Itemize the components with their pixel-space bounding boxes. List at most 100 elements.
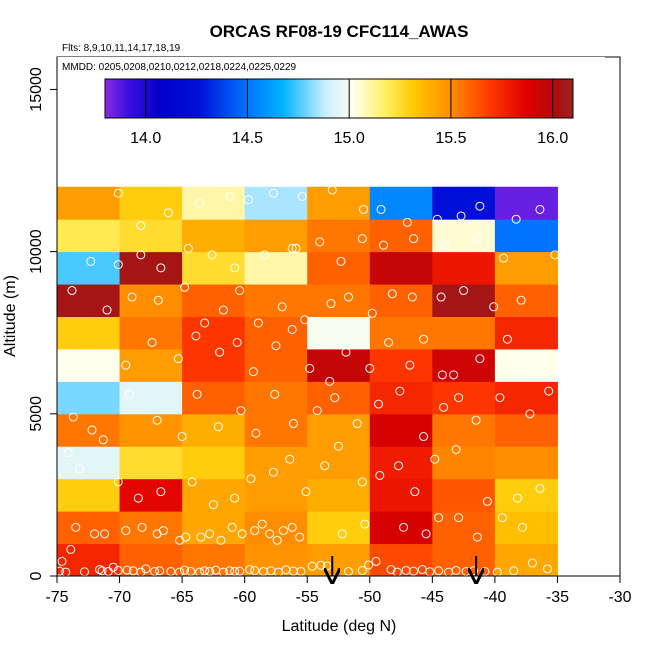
heatmap-cell xyxy=(369,381,433,415)
chart-title: ORCAS RF08-19 CFC114_AWAS xyxy=(210,22,469,41)
sample-point xyxy=(509,566,519,576)
sample-point xyxy=(341,347,351,357)
sample-point xyxy=(243,195,253,205)
sample-point xyxy=(337,529,347,539)
sample-point xyxy=(187,477,197,487)
sample-point xyxy=(344,292,354,302)
sample-point xyxy=(454,513,464,523)
heatmap-cell xyxy=(494,284,558,317)
sample-point xyxy=(97,566,107,576)
sample-point xyxy=(434,513,444,523)
sample-point xyxy=(268,467,278,477)
sample-point xyxy=(334,441,343,451)
x-tick-label: -30 xyxy=(608,589,631,606)
sample-point xyxy=(357,234,367,244)
heatmap-cell xyxy=(244,219,308,253)
heatmap-cell xyxy=(182,284,246,317)
sample-point xyxy=(482,496,492,506)
sample-point xyxy=(287,324,297,334)
heatmap-cell xyxy=(369,251,433,285)
sample-point xyxy=(439,402,449,412)
sample-point xyxy=(200,318,210,328)
sample-point xyxy=(297,191,307,201)
sample-point xyxy=(100,529,110,539)
heatmap-cell xyxy=(307,511,371,545)
heatmap-cell xyxy=(494,186,558,220)
sample-point xyxy=(208,500,218,510)
heatmap-cell xyxy=(182,186,246,220)
x-axis-label: Latitude (deg N) xyxy=(282,618,397,635)
heatmap-cell xyxy=(57,284,121,317)
heatmap-cell xyxy=(307,186,371,220)
sample-point xyxy=(409,566,419,576)
sample-point xyxy=(87,425,97,435)
sample-point xyxy=(141,564,151,574)
sample-point xyxy=(365,363,375,373)
sample-point xyxy=(542,564,552,574)
sample-point xyxy=(367,308,377,318)
sample-point xyxy=(113,188,123,198)
sample-point xyxy=(75,464,85,474)
sample-point xyxy=(127,292,137,302)
sample-point xyxy=(419,432,429,442)
sample-point xyxy=(375,470,385,480)
heatmap-cell xyxy=(182,316,246,350)
heatmap-cells xyxy=(57,186,558,577)
heatmap-cell xyxy=(119,251,183,285)
sample-point xyxy=(270,389,280,399)
sample-point xyxy=(421,529,431,539)
x-tick-label: -70 xyxy=(108,589,131,606)
sample-point xyxy=(517,522,527,532)
heatmap-cell xyxy=(244,316,308,350)
y-axis-label: Altitude (m) xyxy=(2,275,19,357)
sample-point xyxy=(357,477,367,487)
sample-point xyxy=(449,370,459,380)
heatmap-cell xyxy=(244,186,308,220)
sample-point xyxy=(454,393,464,403)
heatmap-cell xyxy=(432,413,496,447)
heatmap-cell xyxy=(432,219,496,253)
sample-point xyxy=(191,331,201,341)
sample-point xyxy=(437,370,447,380)
sample-point xyxy=(166,566,176,576)
sample-point xyxy=(180,565,190,575)
colorbar-tick-label: 14.0 xyxy=(130,130,161,147)
sample-point xyxy=(285,454,295,464)
colorbar xyxy=(104,78,574,119)
sample-point xyxy=(326,299,336,309)
heatmap-cell xyxy=(369,413,433,447)
sample-point xyxy=(245,565,255,575)
sample-point xyxy=(200,566,210,576)
sample-point xyxy=(399,522,409,532)
sample-point xyxy=(360,519,370,529)
sample-point xyxy=(196,532,206,542)
heatmap-cell xyxy=(57,511,121,545)
sample-point xyxy=(312,406,322,416)
x-tick-label: -50 xyxy=(358,589,381,606)
sample-point xyxy=(113,260,123,270)
sample-point xyxy=(230,263,240,273)
heatmap-cell xyxy=(494,251,558,285)
heatmap-cell xyxy=(494,543,558,577)
sample-point xyxy=(320,461,330,471)
sample-point xyxy=(71,522,81,532)
heatmap-cell xyxy=(57,381,121,415)
sample-point xyxy=(192,389,202,399)
heatmap-cell xyxy=(182,381,246,415)
colorbar-ticks: 14.0 14.5 15.0 15.5 16.0 xyxy=(130,79,568,147)
sample-point xyxy=(156,487,166,497)
heatmap-cell xyxy=(432,251,496,285)
sample-point xyxy=(278,526,288,536)
sample-point xyxy=(407,292,417,302)
heatmap-cell xyxy=(244,543,308,577)
heatmap-cell xyxy=(432,478,496,512)
sample-point xyxy=(248,367,258,377)
sample-point xyxy=(395,386,405,396)
heatmap-cell xyxy=(182,413,246,447)
sample-point xyxy=(336,256,346,266)
sample-point xyxy=(230,493,240,503)
sample-point xyxy=(63,448,73,458)
sample-point xyxy=(205,529,215,539)
sample-point xyxy=(364,560,374,570)
sample-point xyxy=(550,250,560,260)
